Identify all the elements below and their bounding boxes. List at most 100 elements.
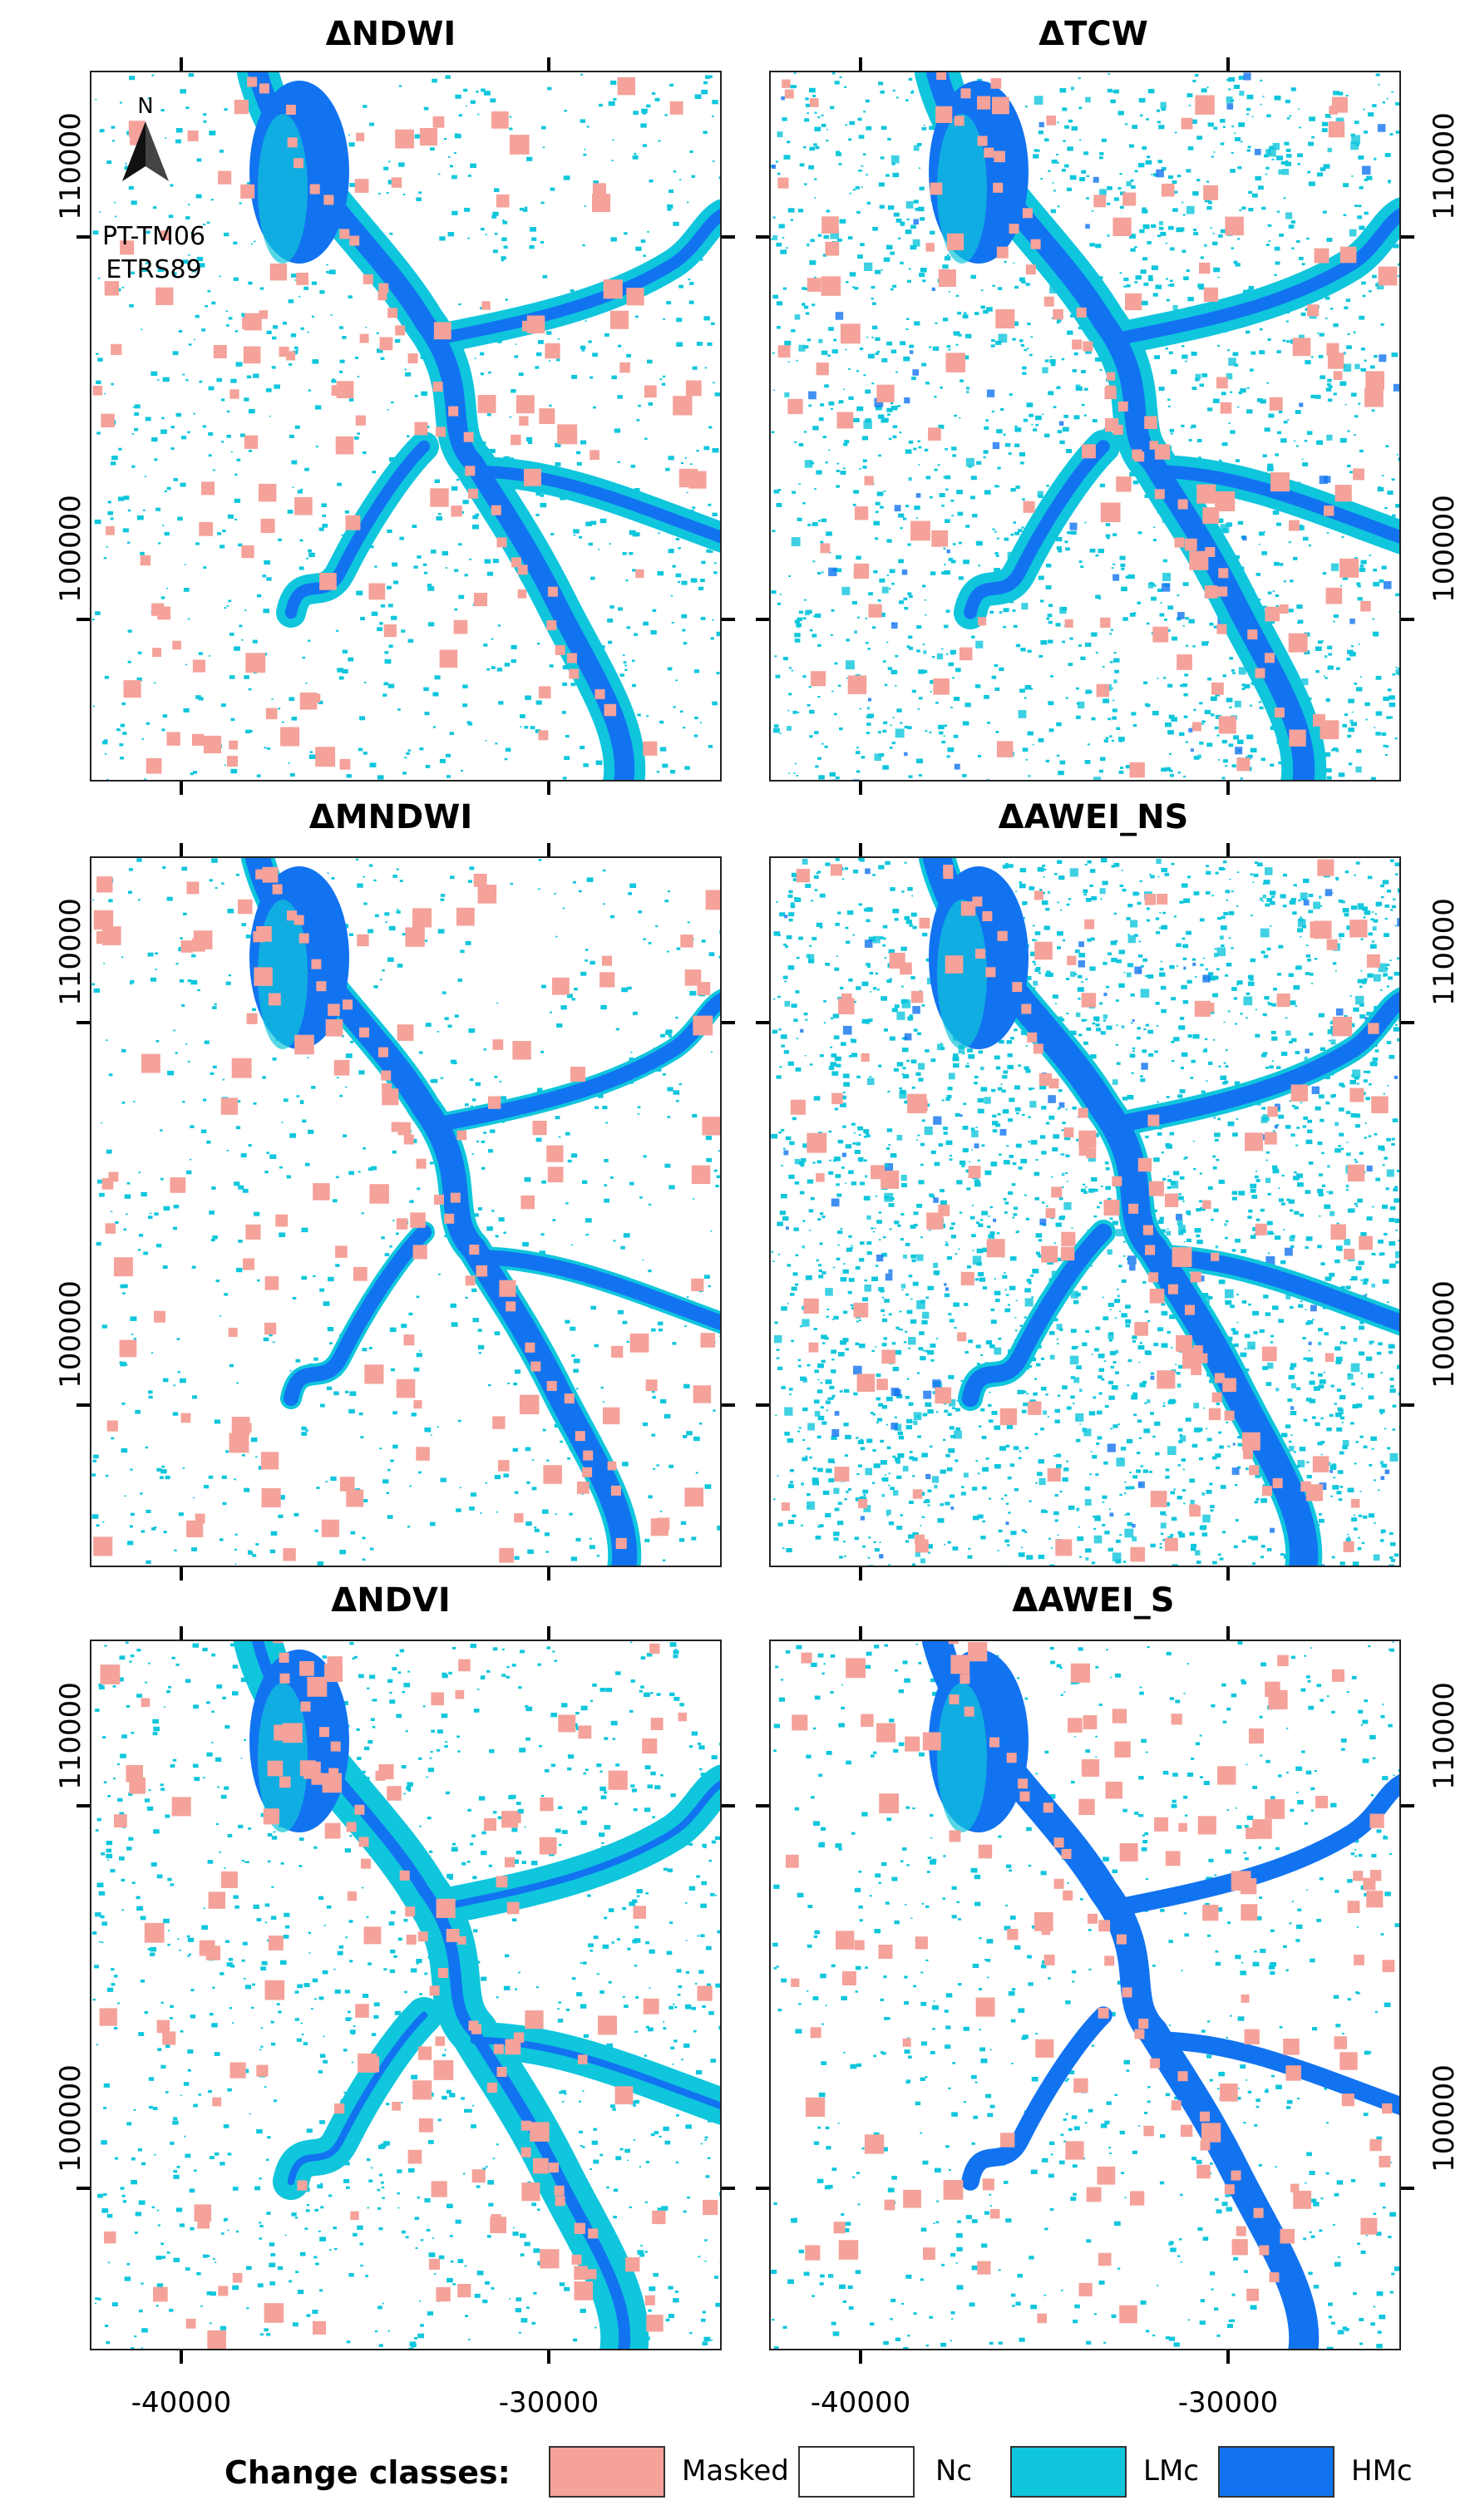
lmc-speckle bbox=[1324, 752, 1331, 757]
lmc-speckle bbox=[1147, 278, 1153, 282]
lmc-speckle bbox=[668, 456, 674, 461]
lmc-speckle bbox=[1208, 972, 1214, 976]
lmc-speckle bbox=[787, 1438, 794, 1443]
lmc-speckle bbox=[129, 76, 136, 81]
lmc-speckle bbox=[503, 245, 508, 249]
lmc-speckle bbox=[1331, 748, 1335, 752]
lmc-speckle bbox=[145, 262, 149, 264]
lmc-speckle bbox=[950, 1494, 955, 1498]
lmc-speckle bbox=[625, 579, 629, 582]
lmc-speckle bbox=[831, 349, 838, 354]
lmc-speckle bbox=[1198, 1457, 1203, 1461]
lmc-speckle bbox=[1036, 149, 1040, 152]
lmc-speckle bbox=[580, 119, 585, 123]
lmc-speckle bbox=[1137, 531, 1142, 535]
lmc-speckle bbox=[402, 194, 406, 195]
masked-cell bbox=[592, 194, 611, 213]
masked-cell bbox=[245, 653, 266, 673]
lmc-speckle bbox=[464, 207, 471, 212]
lmc-speckle bbox=[790, 219, 794, 221]
wetland-patch bbox=[804, 460, 813, 468]
wetland-patch bbox=[1374, 157, 1377, 160]
lmc-speckle bbox=[530, 227, 536, 232]
lmc-speckle bbox=[562, 777, 567, 780]
lmc-speckle bbox=[1218, 759, 1221, 761]
lmc-speckle bbox=[187, 618, 190, 620]
wetland-patch bbox=[1075, 384, 1081, 390]
lmc-speckle bbox=[160, 1469, 167, 1474]
lmc-speckle bbox=[858, 135, 865, 139]
lmc-speckle bbox=[1046, 564, 1052, 568]
lmc-speckle bbox=[812, 615, 815, 617]
lmc-speckle bbox=[705, 1136, 712, 1141]
lmc-speckle bbox=[1299, 1447, 1306, 1452]
lmc-speckle bbox=[1212, 233, 1215, 234]
lmc-speckle bbox=[1310, 394, 1316, 398]
lmc-speckle bbox=[1169, 284, 1175, 287]
lmc-speckle bbox=[534, 1528, 540, 1532]
lmc-speckle bbox=[944, 1409, 949, 1413]
masked-cell bbox=[354, 179, 369, 193]
masked-cell bbox=[343, 999, 353, 1010]
lmc-speckle bbox=[128, 890, 132, 894]
masked-cell bbox=[93, 910, 114, 930]
masked-cell bbox=[569, 668, 580, 679]
lmc-speckle bbox=[1057, 318, 1062, 323]
lmc-speckle bbox=[1355, 861, 1360, 865]
lmc-speckle bbox=[384, 658, 392, 664]
lmc-speckle bbox=[526, 1481, 530, 1484]
lmc-speckle bbox=[1354, 1124, 1360, 1128]
lmc-speckle bbox=[1053, 406, 1057, 408]
lmc-speckle bbox=[166, 486, 171, 491]
lmc-speckle bbox=[917, 143, 922, 146]
masked-cell bbox=[1216, 624, 1227, 634]
lmc-speckle bbox=[450, 1303, 456, 1308]
lmc-speckle bbox=[319, 290, 325, 294]
lmc-speckle bbox=[1299, 126, 1302, 129]
lmc-speckle bbox=[944, 724, 948, 727]
lmc-speckle bbox=[600, 1004, 607, 1010]
lmc-speckle bbox=[494, 1075, 498, 1078]
lmc-speckle bbox=[96, 380, 101, 385]
lmc-speckle bbox=[908, 635, 913, 639]
lmc-speckle bbox=[945, 1453, 950, 1457]
lmc-speckle bbox=[673, 706, 676, 708]
lmc-speckle bbox=[887, 205, 895, 210]
map-panel-awei-ns bbox=[769, 856, 1401, 1567]
lmc-speckle bbox=[1091, 632, 1098, 637]
lmc-speckle bbox=[1301, 458, 1304, 461]
lmc-speckle bbox=[1325, 768, 1332, 773]
lmc-speckle bbox=[839, 76, 842, 78]
lmc-speckle bbox=[608, 101, 615, 106]
lmc-speckle bbox=[1340, 1285, 1345, 1290]
lmc-speckle bbox=[189, 1158, 192, 1161]
lmc-speckle bbox=[1235, 136, 1241, 141]
masked-cell bbox=[433, 322, 451, 340]
lmc-speckle bbox=[949, 1426, 955, 1430]
lmc-speckle bbox=[413, 1367, 420, 1372]
lmc-speckle bbox=[1055, 536, 1063, 542]
lmc-speckle bbox=[222, 529, 226, 533]
lmc-speckle bbox=[1123, 285, 1127, 288]
lmc-speckle bbox=[879, 612, 886, 617]
lmc-speckle bbox=[618, 344, 622, 348]
lmc-speckle bbox=[1157, 1132, 1162, 1136]
lmc-speckle bbox=[635, 246, 642, 251]
lmc-speckle bbox=[157, 267, 165, 273]
lmc-speckle bbox=[1337, 1470, 1344, 1474]
lmc-speckle bbox=[852, 286, 856, 288]
lmc-speckle bbox=[1328, 1191, 1334, 1195]
wetland-patch bbox=[904, 752, 908, 757]
lmc-speckle bbox=[894, 1004, 900, 1008]
lmc-speckle bbox=[165, 1475, 170, 1480]
lmc-speckle bbox=[989, 1206, 994, 1209]
lmc-speckle bbox=[880, 156, 885, 160]
lmc-speckle bbox=[1383, 744, 1387, 747]
lmc-speckle bbox=[1090, 1451, 1093, 1452]
lmc-speckle bbox=[833, 713, 837, 716]
lmc-speckle bbox=[634, 633, 638, 636]
wetland-patch bbox=[992, 441, 1000, 450]
lmc-speckle bbox=[718, 1150, 720, 1152]
lmc-speckle bbox=[470, 163, 476, 168]
lmc-speckle bbox=[941, 571, 946, 575]
